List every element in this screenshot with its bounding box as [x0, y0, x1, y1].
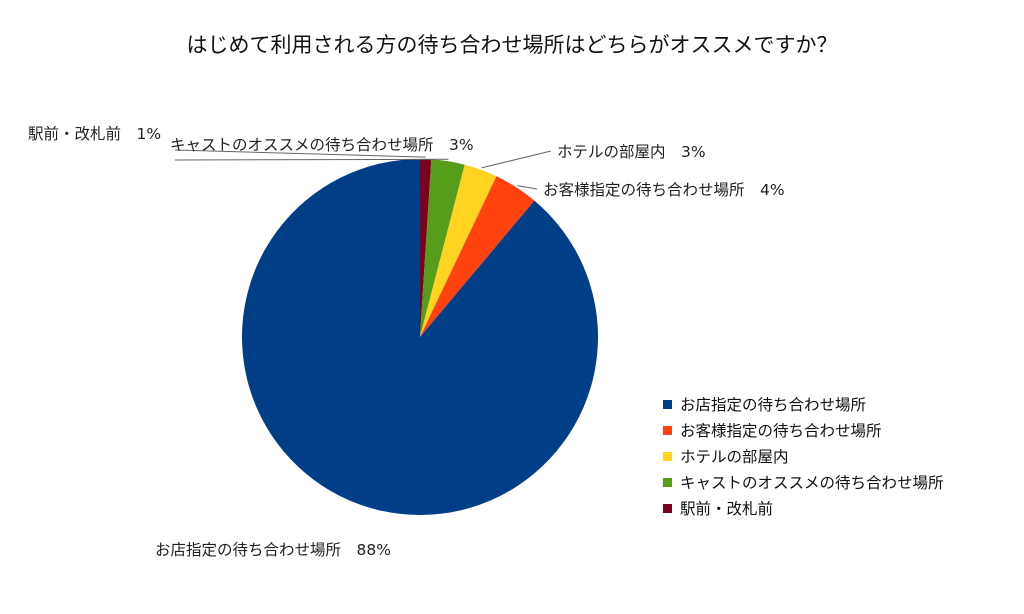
- data-labels: お店指定の待ち合わせ場所 88% お客様指定の待ち合わせ場所 4% ホテルの部屋内 …: [28, 125, 785, 559]
- legend-swatch: [663, 504, 672, 513]
- data-label: ホテルの部屋内 3%: [557, 143, 706, 161]
- legend-swatch: [663, 400, 672, 409]
- leader-line: [174, 149, 426, 158]
- legend-label: キャストのオススメの待ち合わせ場所: [680, 474, 944, 492]
- pie-slice: [420, 176, 535, 337]
- legend-swatch: [663, 478, 672, 487]
- data-label: お客様指定の待ち合わせ場所 4%: [543, 181, 785, 199]
- legend: お店指定の待ち合わせ場所お客様指定の待ち合わせ場所ホテルの部屋内キャストのオスス…: [663, 396, 944, 518]
- pie-slices: [242, 159, 599, 515]
- pie-slice: [420, 159, 432, 337]
- leader-lines: [174, 149, 552, 190]
- data-label: 駅前・改札前 1%: [28, 125, 161, 143]
- leader-line: [481, 150, 552, 169]
- leader-line: [517, 185, 538, 190]
- chart-title: はじめて利用される方の待ち合わせ場所はどちらがオススメですか？: [187, 33, 838, 57]
- legend-label: お店指定の待ち合わせ場所: [680, 396, 866, 414]
- legend-label: お客様指定の待ち合わせ場所: [680, 422, 882, 440]
- pie-slice: [420, 164, 497, 337]
- pie-slice: [242, 159, 599, 515]
- legend-swatch: [663, 426, 672, 435]
- pie-slice: [420, 159, 465, 337]
- data-label: キャストのオススメの待ち合わせ場所 3%: [170, 136, 474, 154]
- legend-label: 駅前・改札前: [680, 500, 773, 518]
- legend-swatch: [663, 452, 672, 461]
- legend-label: ホテルの部屋内: [680, 448, 789, 466]
- data-label: お店指定の待ち合わせ場所 88%: [155, 541, 391, 559]
- leader-line: [174, 158, 449, 161]
